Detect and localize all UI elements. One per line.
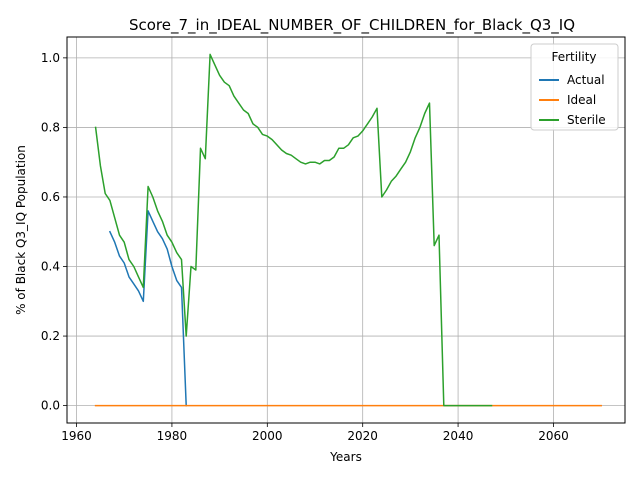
legend-label-ideal: Ideal bbox=[567, 93, 596, 107]
series-line-sterile bbox=[94, 53, 493, 407]
y-tick-label: 0.0 bbox=[41, 399, 60, 413]
series-line-actual bbox=[108, 210, 187, 407]
x-tick-label: 2020 bbox=[347, 429, 378, 443]
legend-title: Fertility bbox=[551, 50, 596, 64]
plot-frame bbox=[66, 36, 626, 424]
x-tick-label: 2060 bbox=[538, 429, 569, 443]
y-tick-label: 1.0 bbox=[41, 51, 60, 65]
y-axis-label: % of Black Q3_IQ Population bbox=[14, 145, 28, 315]
legend-box bbox=[530, 43, 619, 131]
x-tick-label: 1980 bbox=[157, 429, 188, 443]
legend-label-sterile: Sterile bbox=[567, 113, 606, 127]
y-tick-label: 0.6 bbox=[41, 190, 60, 204]
y-tick-label: 0.2 bbox=[41, 329, 60, 343]
x-tick-label: 2000 bbox=[252, 429, 283, 443]
axis-ticks: 1960 1980 2000 2020 2040 2060 0.0 0.2 0.4 0.6 0.8 1… bbox=[41, 51, 569, 443]
x-tick-label: 2040 bbox=[443, 429, 474, 443]
y-tick-label: 0.8 bbox=[41, 120, 60, 134]
legend-label-actual: Actual bbox=[567, 73, 605, 87]
x-tick-label: 1960 bbox=[61, 429, 92, 443]
series-lines bbox=[94, 53, 602, 407]
x-axis-label: Years bbox=[329, 450, 362, 464]
legend: Fertility Actual Ideal Sterile bbox=[530, 43, 619, 131]
chart-title: Score_7_in_IDEAL_NUMBER_OF_CHILDREN_for_… bbox=[129, 16, 575, 35]
y-tick-label: 0.4 bbox=[41, 260, 60, 274]
